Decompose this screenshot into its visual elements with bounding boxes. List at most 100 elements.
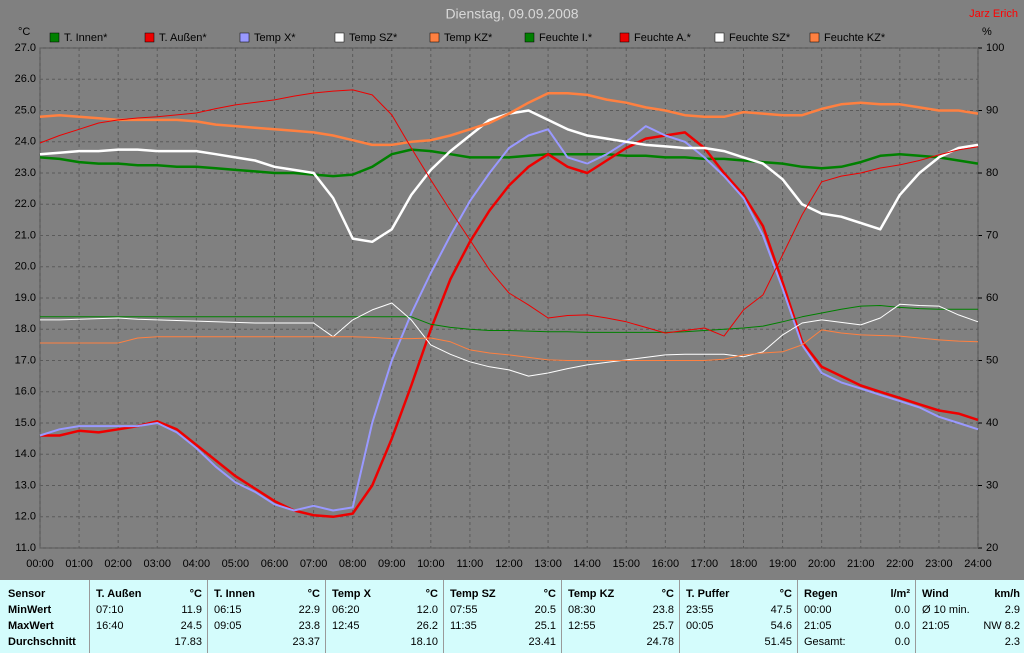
- y2-tick-label: 40: [986, 417, 998, 429]
- table-cell: 00:05: [686, 620, 714, 632]
- y2-tick-label: 50: [986, 354, 998, 366]
- x-tick-label: 12:00: [495, 558, 523, 570]
- legend-label: Feuchte SZ*: [729, 32, 791, 44]
- y2-tick-label: 30: [986, 479, 998, 491]
- legend-swatch: [429, 32, 440, 43]
- y2-tick-label: 100: [986, 42, 1004, 54]
- column-separator: [325, 580, 326, 653]
- legend-swatch: [619, 32, 630, 43]
- column-separator: [561, 580, 562, 653]
- table-cell: Temp KZ: [568, 588, 615, 600]
- y-tick-label: 26.0: [15, 73, 36, 85]
- table-cell: °C: [189, 588, 202, 600]
- table-cell: MinWert: [8, 604, 52, 616]
- legend-swatch: [524, 32, 535, 43]
- series-line: [39, 92, 979, 147]
- y2-tick-label: 70: [986, 229, 998, 241]
- table-cell: 09:05: [214, 620, 242, 632]
- table-cell: 20.5: [534, 604, 556, 616]
- series-line: [39, 89, 979, 337]
- x-tick-label: 19:00: [769, 558, 797, 570]
- y2-tick-label: 80: [986, 167, 998, 179]
- column-separator: [207, 580, 208, 653]
- table-cell: 25.1: [534, 620, 556, 632]
- table-cell: 24.5: [180, 620, 202, 632]
- column-separator: [679, 580, 680, 653]
- table-cell: 21:05: [922, 620, 950, 632]
- table-cell: 11.9: [181, 604, 202, 616]
- y-tick-label: 12.0: [15, 511, 36, 523]
- y2-tick-label: 20: [986, 542, 998, 554]
- table-cell: Gesamt:: [804, 636, 846, 648]
- table-cell: 26.2: [416, 620, 438, 632]
- table-cell: l/m²: [890, 588, 910, 600]
- series-line: [40, 329, 979, 361]
- legend-swatch: [144, 32, 155, 43]
- legend-swatch: [49, 32, 60, 43]
- x-tick-label: 15:00: [612, 558, 640, 570]
- x-tick-label: 13:00: [534, 558, 562, 570]
- x-tick-label: 24:00: [964, 558, 992, 570]
- y-tick-label: 14.0: [15, 448, 36, 460]
- table-cell: Regen: [804, 588, 838, 600]
- author: Jarz Erich: [969, 8, 1018, 20]
- x-tick-label: 04:00: [183, 558, 211, 570]
- table-cell: °C: [661, 588, 674, 600]
- x-tick-label: 14:00: [573, 558, 601, 570]
- column-separator: [797, 580, 798, 653]
- table-cell: 07:55: [450, 604, 478, 616]
- legend-swatch: [239, 32, 250, 43]
- legend-label: Temp X*: [254, 32, 296, 44]
- table-cell: T. Innen: [214, 588, 255, 600]
- table-cell: 47.5: [770, 604, 792, 616]
- x-tick-label: 17:00: [691, 558, 719, 570]
- stats-table: Sensor T. Außen °C T. Innen °C Temp X °C Temp S…: [0, 580, 1024, 653]
- x-tick-label: 16:00: [652, 558, 680, 570]
- x-tick-label: 00:00: [26, 558, 54, 570]
- y-tick-label: 13.0: [15, 479, 36, 491]
- table-cell: Temp SZ: [450, 588, 496, 600]
- table-cell: 54.6: [770, 620, 792, 632]
- y-tick-label: 20.0: [15, 261, 36, 273]
- x-tick-label: 20:00: [808, 558, 836, 570]
- table-cell: 07:10: [96, 604, 124, 616]
- y-tick-label: 17.0: [15, 354, 36, 366]
- series-line: [40, 305, 978, 333]
- column-separator: [443, 580, 444, 653]
- table-cell: 23.8: [298, 620, 320, 632]
- table-cell: 21:05: [804, 620, 832, 632]
- y-tick-label: 11.0: [15, 542, 36, 554]
- x-tick-label: 10:00: [417, 558, 445, 570]
- table-cell: 25.7: [652, 620, 674, 632]
- y-tick-label: 16.0: [15, 386, 36, 398]
- table-cell: Temp X: [332, 588, 371, 600]
- series-line: [40, 302, 979, 377]
- table-cell: 2.3: [1004, 636, 1020, 648]
- table-cell: 0.0: [894, 636, 910, 648]
- column-separator: [89, 580, 90, 653]
- table-cell: 11:35: [450, 620, 477, 632]
- table-cell: NW 8.2: [983, 620, 1020, 632]
- table-cell: 18.10: [410, 636, 438, 648]
- y2-tick-label: 90: [986, 104, 998, 116]
- x-tick-label: 01:00: [65, 558, 93, 570]
- y-tick-label: 19.0: [15, 292, 36, 304]
- table-cell: 0.0: [894, 620, 910, 632]
- x-tick-label: 18:00: [730, 558, 758, 570]
- table-cell: 2.9: [1004, 604, 1020, 616]
- table-cell: 23.37: [292, 636, 320, 648]
- table-cell: 23.8: [652, 604, 674, 616]
- x-tick-label: 21:00: [847, 558, 875, 570]
- y-tick-label: 23.0: [15, 167, 36, 179]
- table-cell: °C: [543, 588, 556, 600]
- x-tick-label: 22:00: [886, 558, 914, 570]
- x-tick-label: 23:00: [925, 558, 953, 570]
- table-cell: °C: [425, 588, 438, 600]
- x-tick-label: 08:00: [339, 558, 367, 570]
- legend-swatch: [334, 32, 345, 43]
- table-cell: 17.83: [174, 636, 202, 648]
- table-cell: 06:15: [214, 604, 242, 616]
- chart-title: Dienstag, 09.09.2008: [445, 6, 578, 22]
- x-tick-label: 06:00: [261, 558, 289, 570]
